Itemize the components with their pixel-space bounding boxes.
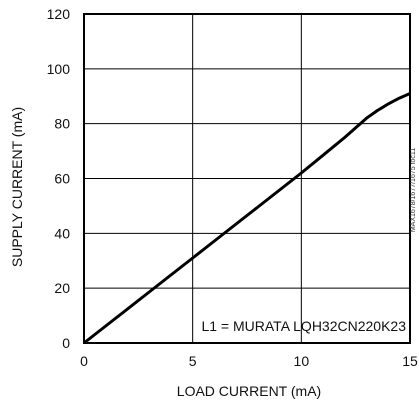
grid-lines <box>84 14 410 343</box>
x-tick-label-3: 15 <box>402 353 418 369</box>
x-axis-title: LOAD CURRENT (mA) <box>177 383 321 399</box>
x-tick-labels: 0 5 10 15 <box>80 353 418 369</box>
y-tick-label-0: 0 <box>62 335 70 351</box>
figure-id-note: MAX1678/1677/1675 toc11 <box>410 148 417 232</box>
x-tick-label-2: 10 <box>294 353 310 369</box>
series-group <box>83 92 411 345</box>
y-tick-label-1: 20 <box>54 280 70 296</box>
y-tick-label-3: 60 <box>54 171 70 187</box>
inductor-annotation: L1 = MURATA LQH32CN220K23 <box>201 318 406 334</box>
x-tick-label-0: 0 <box>80 353 88 369</box>
y-axis-title: SUPPLY CURRENT (mA) <box>9 107 25 267</box>
series-line-0 <box>83 92 411 345</box>
y-tick-label-2: 40 <box>54 225 70 241</box>
y-tick-label-6: 120 <box>47 6 71 22</box>
plot-frame <box>83 13 411 344</box>
y-tick-labels: 0 20 40 60 80 100 120 <box>47 6 71 351</box>
y-tick-label-4: 80 <box>54 116 70 132</box>
y-tick-label-5: 100 <box>47 61 71 77</box>
x-tick-label-1: 5 <box>189 353 197 369</box>
